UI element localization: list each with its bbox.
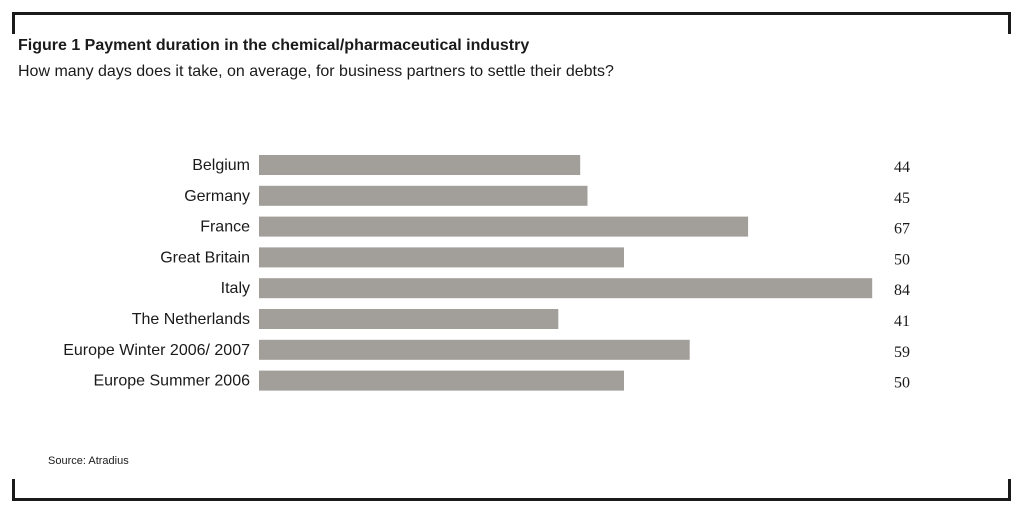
bar-5 — [259, 309, 559, 329]
value-label: 50 — [894, 375, 910, 392]
frame-bottom-line — [12, 498, 1011, 501]
bars-layer — [259, 155, 873, 391]
figure-subtitle: How many days does it take, on average, … — [18, 63, 614, 80]
bar-7 — [259, 370, 624, 391]
value-label: 45 — [894, 190, 910, 207]
value-label: 59 — [894, 344, 910, 361]
frame-top-left-tick — [12, 12, 15, 34]
bar-0 — [259, 155, 581, 175]
category-label: Belgium — [192, 157, 250, 174]
frame-bottom-left-tick — [12, 479, 15, 501]
value-label: 67 — [894, 221, 910, 238]
bar-2 — [259, 216, 749, 237]
category-label: The Netherlands — [132, 311, 250, 328]
category-label: Europe Summer 2006 — [93, 373, 250, 390]
category-label: Europe Winter 2006/ 2007 — [63, 342, 250, 359]
bar-6 — [259, 339, 690, 360]
value-label: 41 — [894, 313, 910, 330]
frame-top-line — [12, 12, 1011, 15]
bar-3 — [259, 247, 624, 268]
category-label: France — [200, 219, 250, 236]
value-label: 84 — [894, 282, 910, 299]
frame-bottom-right-tick — [1008, 479, 1011, 501]
frame-top-right-tick — [1008, 12, 1011, 34]
figure-title: Figure 1 Payment duration in the chemica… — [18, 37, 530, 54]
category-label: Germany — [184, 188, 250, 205]
category-labels: Belgium Germany France Great Britain Italy Th… — [63, 157, 250, 390]
source-note: Source: Atradius — [48, 455, 129, 467]
bar-1 — [259, 185, 588, 206]
value-labels: 44 45 67 50 84 41 59 50 — [894, 159, 910, 392]
category-label: Great Britain — [160, 249, 250, 266]
category-label: Italy — [221, 280, 250, 297]
value-label: 50 — [894, 251, 910, 268]
bar-4 — [259, 278, 873, 299]
value-label: 44 — [894, 159, 910, 176]
